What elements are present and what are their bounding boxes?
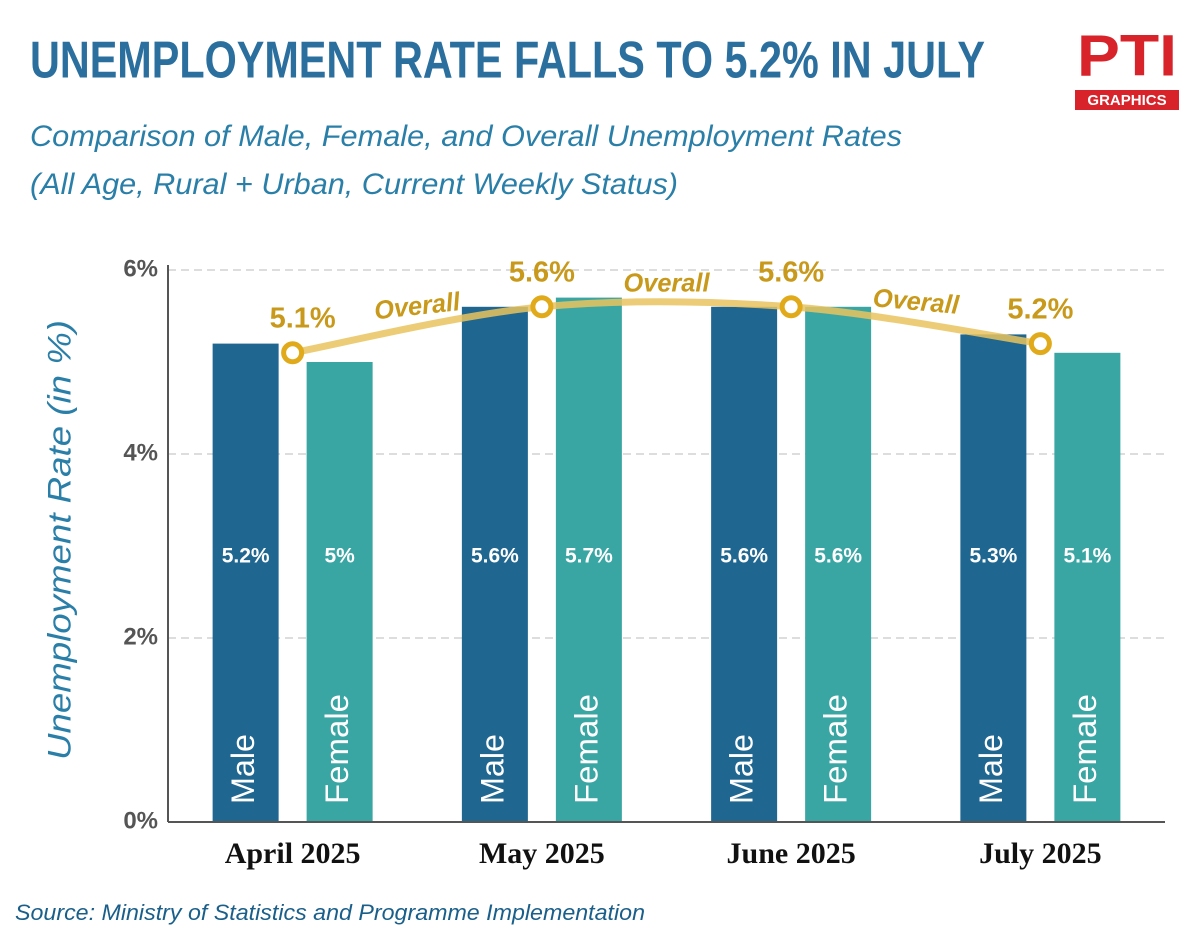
bar-series-label: Male xyxy=(474,734,510,804)
line-value-label: 5.6% xyxy=(758,256,824,288)
bar-value-label: 5.6% xyxy=(720,545,768,568)
x-tick-label: June 2025 xyxy=(727,837,856,870)
bar-value-label: 5.2% xyxy=(222,545,270,568)
x-tick-label: April 2025 xyxy=(225,837,361,870)
bar-series-label: Male xyxy=(225,734,261,804)
bar xyxy=(1054,352,1121,822)
chart-subtitle: Comparison of Male, Female, and Overall … xyxy=(30,120,902,153)
logo-text: PTI xyxy=(1077,23,1177,88)
source-note: Source: Ministry of Statistics and Progr… xyxy=(15,900,645,925)
bar-series-label: Female xyxy=(1067,694,1103,804)
line-value-label: 5.2% xyxy=(1007,293,1073,325)
bar-series-label: Female xyxy=(319,694,355,804)
bar xyxy=(306,362,373,822)
line-annotation: Overall xyxy=(872,282,961,320)
y-tick-label: 0% xyxy=(123,807,158,834)
line-point xyxy=(530,295,554,319)
line-point xyxy=(1028,332,1052,356)
bar-series-label: Female xyxy=(818,694,854,804)
chart-subtitle: (All Age, Rural + Urban, Current Weekly … xyxy=(30,168,678,201)
line-value-label: 5.6% xyxy=(509,256,575,288)
bar xyxy=(960,334,1027,822)
bar xyxy=(555,297,622,823)
x-tick-label: May 2025 xyxy=(479,837,605,870)
y-axis-label: Unemployment Rate (in %) xyxy=(41,320,77,760)
line-series xyxy=(291,298,1041,357)
logo-band xyxy=(1075,90,1179,110)
bar-series-label: Male xyxy=(724,734,760,804)
bar-value-label: 5.6% xyxy=(471,545,519,568)
chart-title: UNEMPLOYMENT RATE FALLS TO 5.2% IN JULY xyxy=(30,32,985,90)
x-tick-label: July 2025 xyxy=(979,837,1102,870)
bar-value-label: 5.3% xyxy=(969,545,1017,568)
bar xyxy=(711,306,778,822)
bar-value-label: 5.6% xyxy=(814,545,862,568)
bar xyxy=(212,343,279,822)
line-point xyxy=(281,341,305,365)
logo-caption: GRAPHICS xyxy=(1087,92,1166,109)
y-tick-label: 2% xyxy=(123,623,158,650)
line-annotation: Overall xyxy=(624,268,711,298)
y-tick-label: 6% xyxy=(123,255,158,282)
logo: PTI GRAPHICS xyxy=(1075,23,1179,110)
bar-series-label: Male xyxy=(973,734,1009,804)
bar-value-label: 5.1% xyxy=(1063,545,1111,568)
line-value-label: 5.1% xyxy=(270,302,336,334)
bar xyxy=(461,306,528,822)
bar-value-label: 5.7% xyxy=(565,545,613,568)
y-tick-label: 4% xyxy=(123,439,158,466)
bar-value-label: 5% xyxy=(324,545,355,568)
bar-series-label: Female xyxy=(568,694,604,804)
line-point xyxy=(779,295,803,319)
bar xyxy=(805,306,872,822)
